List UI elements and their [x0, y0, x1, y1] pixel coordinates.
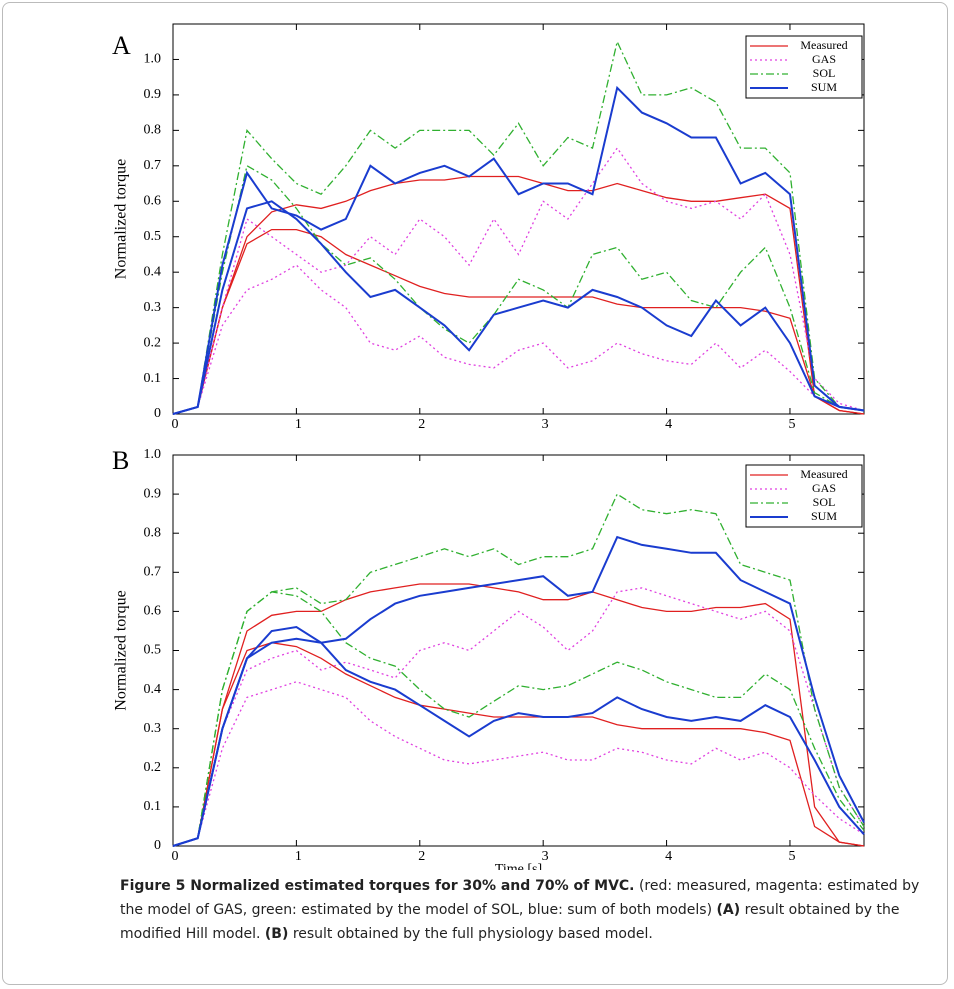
- figure: 0 0.1 0.2 0.3 0.4 0.5 0.6 0.7 0.8 0.9 1.0 0 1 2 3 4 5 A No…: [112, 23, 865, 870]
- x-tick-label: 0: [172, 849, 179, 864]
- plot-frame: [172, 23, 865, 415]
- caption: Figure 5 Normalized estimated torques fo…: [120, 874, 940, 946]
- legend-label: SOL: [813, 495, 836, 509]
- x-tick-label: 4: [665, 417, 672, 432]
- x-tick-label: 2: [418, 849, 425, 864]
- x-tick-label: 3: [542, 417, 549, 432]
- x-tick-label: 1: [295, 417, 302, 432]
- legend-label: GAS: [812, 52, 836, 66]
- legend-label: GAS: [812, 481, 836, 495]
- caption-title: Figure 5 Normalized estimated torques fo…: [120, 878, 635, 894]
- data-line: [172, 583, 865, 847]
- y-tick-label: 1.0: [144, 447, 162, 462]
- legend-label: SUM: [811, 509, 837, 523]
- data-line: [172, 200, 865, 415]
- y-tick-label: 0.2: [144, 335, 162, 350]
- y-tick-label: 0.5: [144, 229, 162, 244]
- data-line: [172, 85, 865, 415]
- caption-text: result obtained by the full physiology b…: [292, 926, 653, 942]
- x-tick-label: 1: [295, 849, 302, 864]
- y-tick-label: 0.4: [144, 264, 162, 279]
- caption-label: (A): [716, 902, 741, 918]
- caption-text: (red: measured, magenta: estimated by th…: [120, 878, 920, 918]
- y-tick-label: 0.4: [144, 682, 162, 697]
- caption-label: (B): [264, 926, 289, 942]
- data-line: [172, 39, 865, 415]
- y-tick-label: 0.2: [144, 760, 162, 775]
- y-tick-label: 0.1: [144, 799, 162, 814]
- panel-label: A: [112, 31, 131, 60]
- y-tick-label: 0.7: [144, 158, 162, 173]
- x-axis-label: Time [s]: [495, 862, 542, 870]
- y-tick-label: 0.6: [144, 193, 162, 208]
- y-tick-label: 0: [154, 838, 161, 853]
- legend-label: Measured: [800, 38, 847, 52]
- x-tick-label: 0: [172, 417, 179, 432]
- legend-label: SOL: [813, 66, 836, 80]
- data-line: [172, 228, 865, 415]
- y-tick-label: 0.7: [144, 565, 162, 580]
- x-tick-label: 4: [665, 849, 672, 864]
- y-tick-label: 0.8: [144, 525, 162, 540]
- y-tick-label: 1.0: [144, 52, 162, 67]
- data-line: [172, 146, 865, 415]
- y-tick-label: 0.6: [144, 604, 162, 619]
- data-line: [172, 175, 865, 415]
- x-tick-label: 5: [788, 849, 795, 864]
- y-tick-label: 0.9: [144, 87, 162, 102]
- y-tick-label: 0.9: [144, 486, 162, 501]
- x-tick-label: 5: [788, 417, 795, 432]
- panel-label: B: [112, 446, 129, 475]
- data-line: [172, 625, 865, 847]
- x-tick-label: 2: [418, 417, 425, 432]
- legend-label: Measured: [800, 467, 847, 481]
- y-tick-label: 0.5: [144, 643, 162, 658]
- y-axis-label: Normalized torque: [113, 159, 130, 279]
- y-tick-label: 0.3: [144, 300, 162, 315]
- data-line: [172, 164, 865, 415]
- data-line: [172, 264, 865, 415]
- data-line: [172, 642, 865, 847]
- data-line: [172, 681, 865, 847]
- y-tick-label: 0.3: [144, 721, 162, 736]
- data-line: [172, 493, 865, 847]
- caption-text: result obtained by the modified Hill mod…: [120, 902, 900, 942]
- y-tick-label: 0: [154, 406, 161, 421]
- data-line: [172, 587, 865, 847]
- x-tick-label: 3: [542, 849, 549, 864]
- y-tick-label: 0.1: [144, 371, 162, 386]
- y-tick-label: 0.8: [144, 123, 162, 138]
- legend-label: SUM: [811, 80, 837, 94]
- data-line: [172, 535, 865, 847]
- y-axis-label: Normalized torque: [113, 590, 130, 710]
- data-line: [172, 591, 865, 847]
